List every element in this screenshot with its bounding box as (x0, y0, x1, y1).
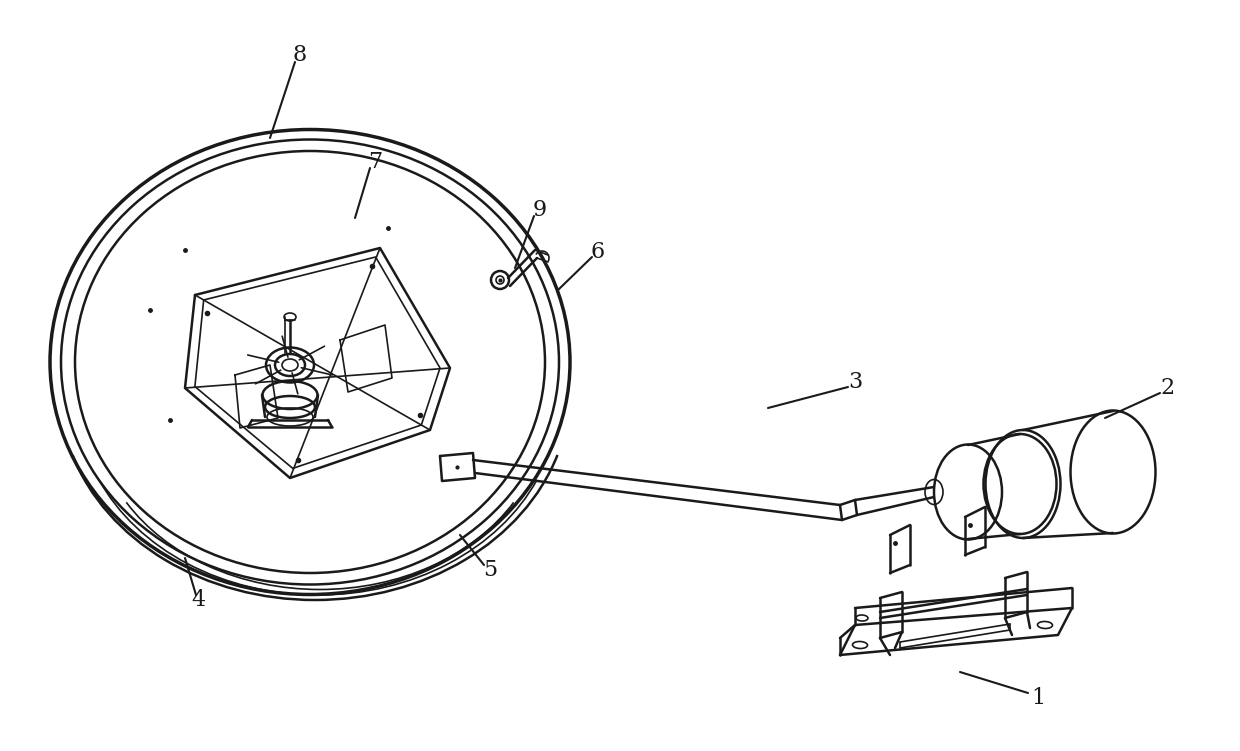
Text: 7: 7 (368, 151, 382, 173)
Text: 3: 3 (848, 371, 862, 393)
Text: 6: 6 (591, 241, 605, 263)
Text: 8: 8 (293, 44, 308, 66)
Text: 5: 5 (482, 559, 497, 581)
Text: 9: 9 (533, 199, 547, 221)
Text: 1: 1 (1030, 687, 1045, 709)
Text: 2: 2 (1161, 377, 1176, 399)
Text: 4: 4 (191, 589, 205, 611)
